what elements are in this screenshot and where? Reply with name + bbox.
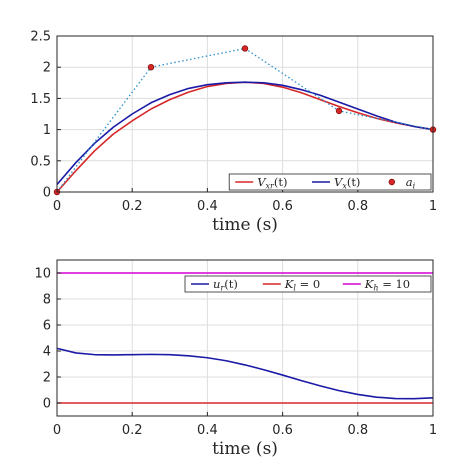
legend-label-main: V	[257, 175, 267, 189]
x-tick-label: 1	[429, 423, 437, 438]
legend-label-tail: (t)	[224, 277, 238, 291]
y-tick-label: 8	[43, 293, 51, 308]
legend-label-tail: (t)	[274, 175, 288, 189]
x-tick-label: 0	[53, 199, 61, 214]
legend-label-subscript: i	[413, 182, 416, 191]
y-tick-label: 0	[43, 186, 51, 201]
legend-label-tail: (t)	[347, 175, 361, 189]
y-tick-label: 10	[34, 267, 51, 282]
y-tick-label: 2	[43, 61, 51, 76]
legend-label-main: u	[213, 277, 220, 291]
y-tick-label: 6	[43, 319, 51, 334]
legend-label-ai: ai	[406, 175, 416, 191]
x-tick-label: 0.4	[197, 423, 218, 438]
y-tick-label: 1	[43, 123, 51, 138]
bottom-chart-x-axis-label: time (s)	[212, 439, 278, 459]
legend-label-subscript: l	[293, 284, 296, 293]
y-tick-label: 4	[43, 345, 51, 360]
y-tick-label: 0	[43, 397, 51, 412]
legend-label-vxr: Vxr(t)	[257, 175, 287, 191]
legend-label-subscript: x	[342, 182, 347, 191]
top-chart-series	[53, 45, 437, 196]
legend-label-subscript: h	[373, 284, 378, 293]
legend-marker-ai	[388, 178, 395, 186]
series-ur-line	[56, 347, 434, 400]
legend-label-tail: = 10	[379, 277, 411, 291]
series-ai-point	[147, 63, 155, 71]
y-tick-label: 0.5	[30, 154, 51, 169]
legend-box	[228, 173, 432, 191]
series-ai-point	[241, 45, 249, 52]
top-chart-axes-box	[56, 35, 434, 193]
x-tick-label: 0.2	[122, 199, 143, 214]
bottom-chart-legend: ur(t) Kl = 0 Kh = 10	[184, 275, 432, 293]
x-tick-label: 0.2	[122, 423, 143, 438]
x-tick-label: 1	[429, 199, 437, 214]
x-tick-label: 0.8	[347, 423, 368, 438]
legend-label-ur: ur(t)	[213, 277, 238, 293]
x-tick-label: 0.8	[347, 199, 368, 214]
legend-label-subscript: xr	[266, 182, 276, 191]
x-tick-label: 0	[53, 423, 61, 438]
top-chart-ticks: 0 0.2 0.4 0.6 0.8 1 0 0.5 1 1.5 2 2.5	[30, 30, 437, 215]
legend-label-subscript: r	[220, 284, 225, 293]
bottom-chart-axes-box	[56, 259, 434, 417]
x-tick-label: 0.6	[272, 199, 293, 214]
plot-area	[57, 36, 433, 192]
y-tick-label: 2	[43, 371, 51, 386]
top-chart-x-axis-label: time (s)	[212, 215, 278, 235]
legend-label-kl: Kl = 0	[284, 277, 320, 293]
legend-label-main: V	[334, 175, 344, 189]
top-chart-legend: Vxr(t) Vx(t) ai	[228, 173, 432, 191]
x-tick-label: 0.6	[272, 423, 293, 438]
legend-label-main: K	[284, 277, 295, 291]
series-ai-point	[335, 107, 343, 115]
series-vx-line	[56, 81, 434, 186]
legend-box	[184, 275, 432, 293]
x-tick-label: 0.4	[197, 199, 218, 214]
y-tick-label: 1.5	[30, 92, 51, 107]
legend-label-tail: = 0	[296, 277, 320, 291]
legend-label-main: a	[406, 175, 413, 189]
bottom-chart-series	[56, 272, 434, 404]
legend-label-main: K	[364, 277, 375, 291]
y-tick-label: 2.5	[30, 30, 51, 45]
legend-label-kh: Kh = 10	[364, 277, 410, 293]
legend-label-vx: Vx(t)	[334, 175, 360, 191]
top-chart-grid	[56, 35, 434, 193]
top-chart: 0 0.2 0.4 0.6 0.8 100.511.522.5 time (s) Vxr(…	[30, 30, 437, 236]
